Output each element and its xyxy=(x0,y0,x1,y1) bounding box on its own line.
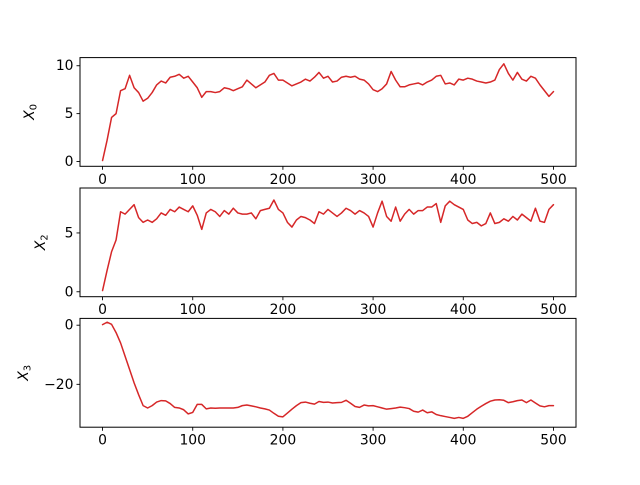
x-tick-label: 500 xyxy=(540,172,567,188)
axes-frame xyxy=(79,187,577,298)
axes-frame xyxy=(79,57,577,167)
x-tick-label: 200 xyxy=(270,172,297,188)
x-tick-label: 200 xyxy=(270,433,297,449)
x-tick-label: 0 xyxy=(98,302,107,318)
y-tick-label: 5 xyxy=(65,106,74,122)
series-line-x2 xyxy=(101,199,555,292)
y-tick-label: 5 xyxy=(65,225,74,241)
y-tick-label: 0 xyxy=(65,154,74,170)
x-tick-label: 300 xyxy=(360,172,387,188)
x-tick-label: 400 xyxy=(450,172,477,188)
x-tick-label: 500 xyxy=(540,433,567,449)
y-tick-label: −20 xyxy=(44,377,73,393)
y-tick-label: 0 xyxy=(65,318,74,334)
x-tick-label: 400 xyxy=(450,433,477,449)
y-tick-label: 0 xyxy=(65,284,74,300)
x-tick-label: 100 xyxy=(179,433,206,449)
x-tick-label: 200 xyxy=(270,302,297,318)
x-tick-label: 400 xyxy=(450,302,477,318)
x-tick-label: 500 xyxy=(540,302,567,318)
x-tick-label: 100 xyxy=(179,172,206,188)
x-tick-label: 300 xyxy=(360,433,387,449)
y-tick-label: 10 xyxy=(56,58,74,74)
x-tick-label: 100 xyxy=(179,302,206,318)
series-line-x3 xyxy=(101,321,555,420)
x-tick-label: 0 xyxy=(98,172,107,188)
x-tick-label: 0 xyxy=(98,433,107,449)
x-tick-label: 300 xyxy=(360,302,387,318)
series-line-x0 xyxy=(101,63,555,162)
axes-frame xyxy=(79,317,577,428)
